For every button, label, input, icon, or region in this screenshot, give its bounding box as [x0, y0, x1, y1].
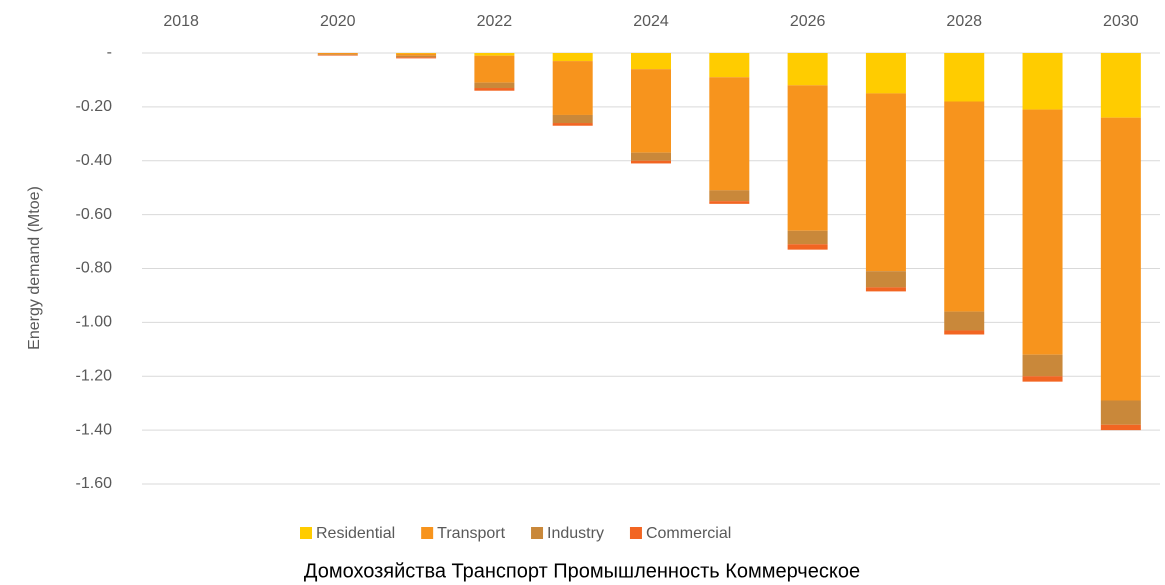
- bar-segment: [631, 69, 671, 153]
- bar-segment: [865, 93, 906, 272]
- legend-label: Residential: [316, 525, 395, 542]
- bar-segment: [552, 114, 593, 124]
- y-tick-label: -0.20: [76, 98, 113, 115]
- x-tick-label: 2024: [633, 13, 669, 30]
- bar-segment: [396, 53, 437, 54]
- legend-label: Industry: [547, 525, 604, 542]
- legend-swatch: [629, 527, 642, 539]
- bar-segment: [944, 311, 985, 331]
- y-axis-label: Energy demand (Mtoe): [26, 186, 43, 350]
- y-tick-label: -1.60: [76, 475, 113, 492]
- bar-segment: [709, 201, 750, 204]
- bar-segment: [709, 190, 750, 202]
- x-tick-label: 2020: [320, 13, 356, 30]
- bar-segment: [474, 55, 515, 83]
- y-tick-label: -: [107, 44, 112, 61]
- bar-segment: [865, 53, 906, 94]
- bar-segment: [474, 88, 515, 91]
- bar-segment: [709, 53, 750, 78]
- x-tick-label: 2026: [790, 13, 826, 30]
- x-tick-label: 2030: [1103, 13, 1139, 30]
- bar-segment: [317, 54, 358, 56]
- bar-segment: [552, 123, 593, 126]
- y-tick-label: -0.40: [76, 152, 113, 169]
- legend-swatch: [531, 527, 544, 539]
- bar-segment: [631, 53, 671, 70]
- x-tick-label: 2018: [163, 13, 199, 30]
- bar-segment: [709, 77, 750, 191]
- bar-segment: [1100, 424, 1141, 431]
- legend-label: Transport: [437, 525, 505, 542]
- bar-segment: [1022, 109, 1063, 355]
- legend-swatch: [300, 527, 312, 539]
- bar-segment: [1022, 354, 1063, 377]
- bar-segment: [396, 53, 437, 56]
- bar-segment: [474, 53, 515, 56]
- legend-label: Commercial: [646, 525, 731, 542]
- bar-segment: [474, 82, 515, 89]
- bar-segment: [1100, 53, 1141, 118]
- bar-segment: [944, 330, 985, 335]
- bar-segment: [552, 61, 593, 115]
- bar-segment: [787, 230, 828, 245]
- bar-segment: [787, 53, 828, 86]
- caption: Домохозяйства Транспорт Промышленность К…: [304, 560, 860, 582]
- y-tick-label: -0.60: [76, 206, 113, 223]
- bar-segment: [1100, 117, 1141, 401]
- bar-segment: [631, 152, 671, 161]
- bar-segment: [865, 287, 906, 292]
- y-tick-label: -1.40: [76, 421, 113, 438]
- bar-segment: [787, 85, 828, 231]
- bar-segment: [944, 53, 985, 102]
- bar-segment: [317, 55, 358, 56]
- y-tick-label: -0.80: [76, 260, 113, 277]
- x-tick-label: 2022: [477, 13, 513, 30]
- legend-swatch: [421, 527, 434, 539]
- bar-segment: [944, 101, 985, 312]
- bar-segment: [396, 57, 437, 59]
- y-tick-label: -1.20: [76, 367, 113, 384]
- bar-segment: [787, 244, 828, 250]
- bar-segment: [1100, 400, 1141, 425]
- bar-segment: [865, 271, 906, 288]
- bar-segment: [396, 55, 437, 58]
- bar-segment: [1022, 53, 1063, 110]
- bar-segment: [631, 160, 671, 164]
- x-tick-label: 2028: [946, 13, 982, 30]
- bar-segment: [317, 53, 358, 55]
- bar-segment: [552, 53, 593, 62]
- y-tick-label: -1.00: [76, 314, 113, 331]
- bar-segment: [1022, 376, 1063, 382]
